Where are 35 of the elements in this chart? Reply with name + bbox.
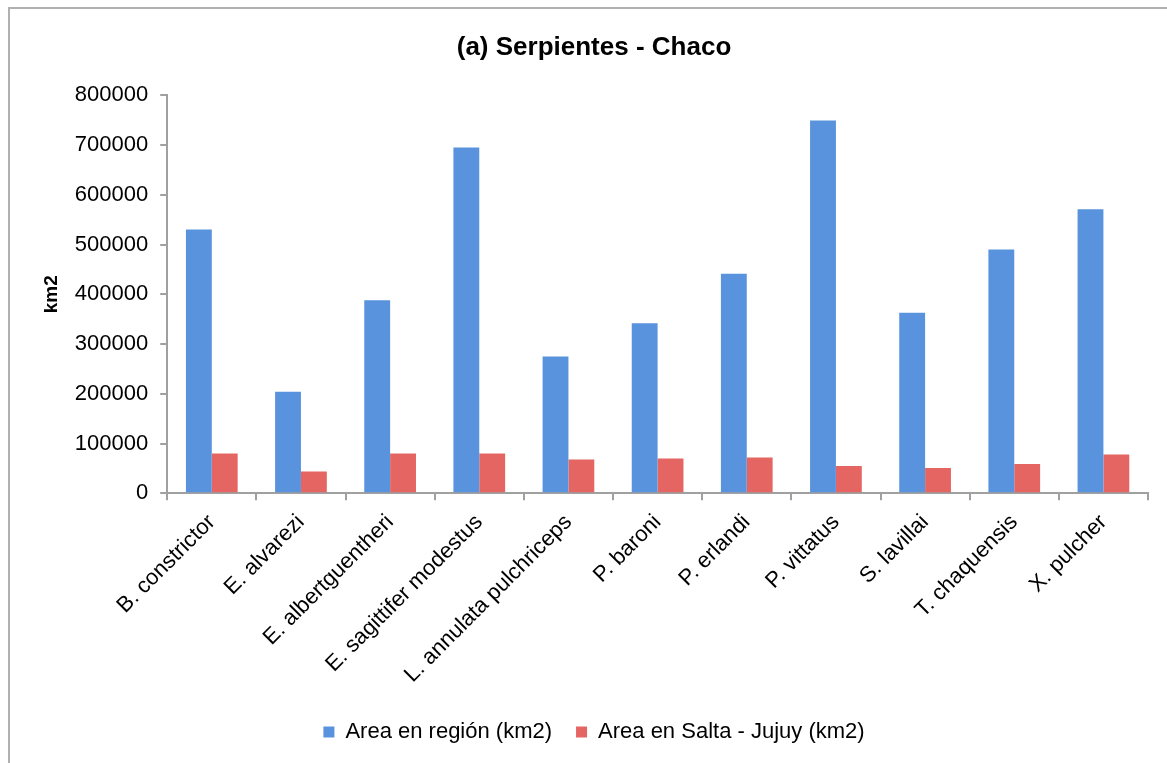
y-tick-label: 300000 <box>74 330 149 356</box>
y-tick-label: 200000 <box>74 379 149 405</box>
bar <box>988 249 1015 493</box>
bar <box>899 312 926 493</box>
y-tick-label: 600000 <box>74 180 149 206</box>
legend-label: Area en región (km2) <box>345 718 553 744</box>
bar <box>746 457 773 493</box>
y-tick-label: 0 <box>135 479 149 505</box>
bar <box>810 120 836 493</box>
chart-title: (a) Serpientes - Chaco <box>456 30 732 61</box>
bar <box>925 467 951 493</box>
bar <box>657 458 684 493</box>
y-tick-label: 700000 <box>74 131 149 157</box>
bar <box>542 356 569 493</box>
bar <box>631 323 658 493</box>
bar <box>211 453 238 493</box>
bar <box>479 453 506 493</box>
legend-label: Area en Salta - Jujuy (km2) <box>598 718 865 744</box>
bar <box>1077 209 1104 493</box>
bar <box>275 391 301 493</box>
bar <box>1014 463 1041 493</box>
y-tick-label: 100000 <box>74 429 149 455</box>
y-axis-title: km2 <box>39 275 61 314</box>
bar <box>300 471 327 493</box>
bar <box>390 453 416 493</box>
y-tick-label: 400000 <box>74 280 149 306</box>
bar <box>568 459 595 493</box>
bar <box>720 273 747 493</box>
bar <box>835 465 862 493</box>
bar <box>185 229 212 493</box>
bar <box>1103 454 1130 493</box>
bar <box>364 300 391 493</box>
y-tick-label: 500000 <box>74 230 149 256</box>
bar <box>453 147 480 493</box>
y-tick-label: 800000 <box>74 81 149 107</box>
